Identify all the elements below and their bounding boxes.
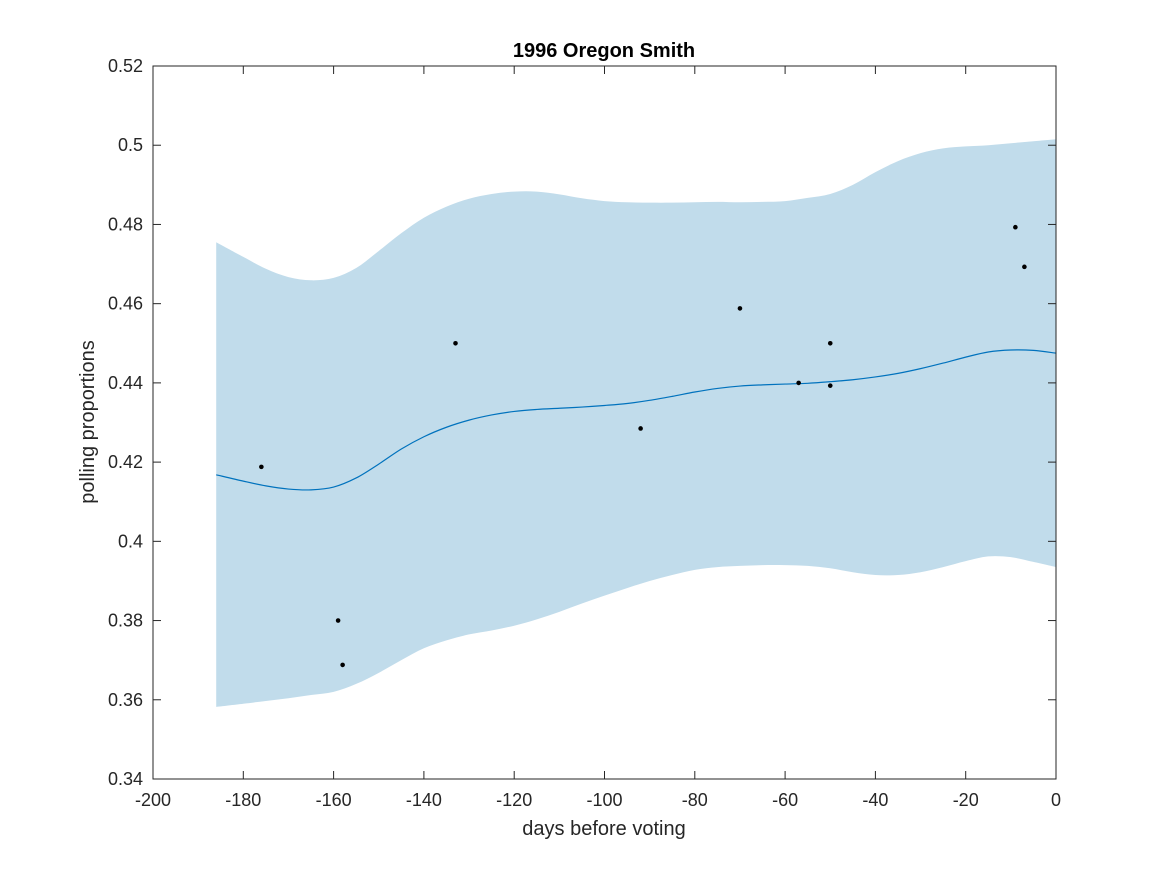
poll-point <box>1013 224 1018 230</box>
x-tick-label: -100 <box>586 790 622 810</box>
confidence-band <box>216 139 1056 707</box>
y-tick-label: 0.5 <box>118 135 143 155</box>
y-tick-label: 0.38 <box>108 611 143 631</box>
y-tick-label: 0.46 <box>108 294 143 314</box>
x-tick-label: -200 <box>135 790 171 810</box>
y-tick-label: 0.34 <box>108 769 143 789</box>
mean-line <box>216 349 1057 491</box>
y-tick-label: 0.4 <box>118 531 143 551</box>
poll-point <box>827 340 833 346</box>
y-tick-label: 0.42 <box>108 452 143 472</box>
y-tick-label: 0.48 <box>108 214 143 234</box>
y-axis: 0.34 0.36 0.38 0.4 0.42 0.44 0.46 0.48 0.5 0.52 <box>108 56 1056 789</box>
x-tick-label: 0 <box>1051 790 1061 810</box>
plot-area <box>216 139 1057 707</box>
poll-point <box>638 426 643 431</box>
y-tick-label: 0.52 <box>108 56 143 76</box>
x-tick-label: -140 <box>406 790 442 810</box>
poll-point <box>453 340 458 346</box>
x-tick-label: -40 <box>862 790 888 810</box>
x-tick-label: -160 <box>316 790 352 810</box>
poll-point <box>796 380 801 386</box>
poll-point <box>340 662 345 668</box>
x-axis: -200 -180 -160 -140 -120 -100 -80 -60 -40 -20 0 <box>135 66 1061 810</box>
poll-point <box>1022 264 1027 270</box>
x-axis-label: days before voting <box>522 818 685 840</box>
x-tick-label: -20 <box>953 790 979 810</box>
x-tick-label: -60 <box>772 790 798 810</box>
y-tick-label: 0.36 <box>108 690 143 710</box>
x-tick-label: -80 <box>682 790 708 810</box>
chart-title: 1996 Oregon Smith <box>513 40 695 62</box>
poll-point <box>827 383 833 388</box>
y-axis-label: polling proportions <box>77 340 99 503</box>
x-tick-label: -120 <box>496 790 532 810</box>
x-tick-label: -180 <box>225 790 261 810</box>
poll-point <box>737 306 743 311</box>
poll-point <box>335 618 341 623</box>
y-tick-label: 0.44 <box>108 373 143 393</box>
poll-point <box>259 464 264 470</box>
